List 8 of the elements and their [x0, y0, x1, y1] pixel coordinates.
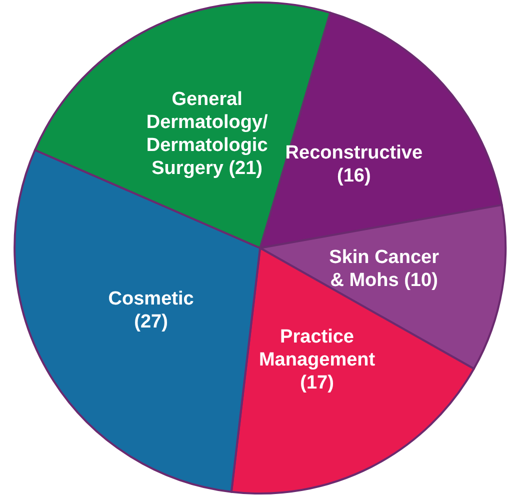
slice-label: Cosmetic [108, 288, 194, 310]
slice-label: Skin Cancer & Mohs (10) [329, 247, 440, 292]
data-label: (16) [337, 165, 371, 186]
slice-label: General Dermatology/ Dermatologic Surgery (21) [146, 88, 268, 179]
data-label: (27) [134, 312, 168, 333]
slice-label: Practice Management [258, 326, 376, 371]
data-label: (17) [300, 372, 334, 394]
slice-label: Reconstructive [285, 142, 423, 164]
